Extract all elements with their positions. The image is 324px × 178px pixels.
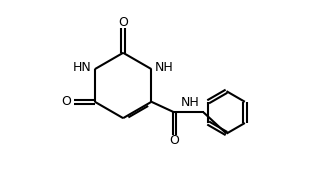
Text: O: O	[61, 95, 71, 108]
Text: O: O	[169, 134, 179, 147]
Text: O: O	[118, 16, 128, 29]
Text: NH: NH	[155, 61, 173, 74]
Text: HN: HN	[73, 61, 92, 74]
Text: NH: NH	[181, 96, 200, 109]
